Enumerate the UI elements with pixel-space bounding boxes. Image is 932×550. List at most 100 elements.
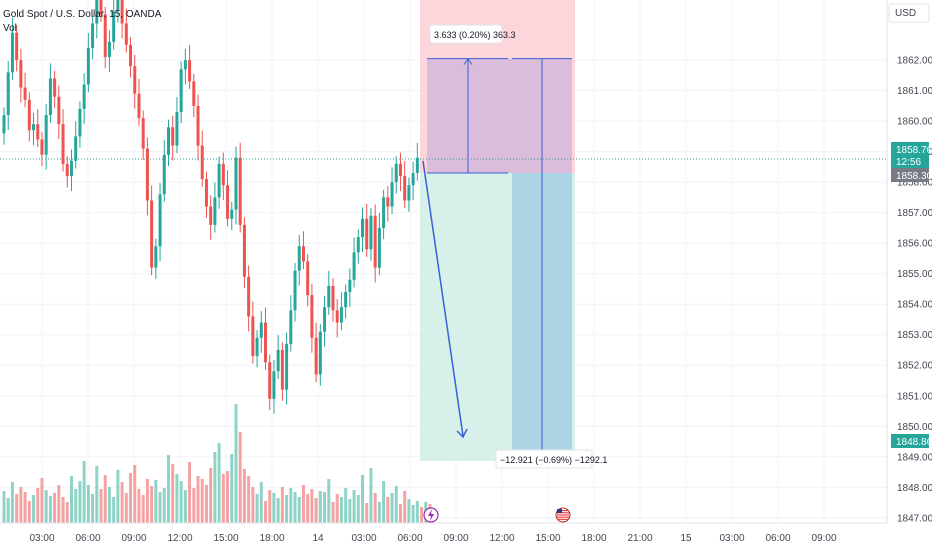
volume-bar [318,491,322,523]
candle [344,284,348,319]
us-flag-event-icon[interactable] [555,507,571,523]
volume-bar [141,495,145,523]
volume-bar [394,486,398,523]
projection-arrow [422,160,464,437]
volume-bar [57,485,61,523]
volume-bar [234,404,238,523]
time-axis[interactable]: 03:00 06:00 09:00 12:00 15:00 18:00 14 03:00 06:… [0,522,887,544]
candle [65,156,69,188]
currency-button[interactable]: USD [895,8,916,19]
volume-bar [352,490,356,523]
candle [306,253,310,307]
price-tick-label: 1852.000 [897,361,932,372]
price-tick-label: 1862.000 [897,56,932,67]
profit-label: 3.633 (0.20%) 363.3 [434,30,516,40]
price-tick-label: 1847.000 [897,513,932,524]
volume-bar [162,488,166,523]
candle [407,177,411,212]
volume-bar [53,493,57,523]
time-tick-label: 09:00 [811,533,836,544]
time-tick-label: 06:00 [75,533,100,544]
candle [335,299,339,338]
volume-bar [154,480,158,523]
time-tick-label: 09:00 [443,533,468,544]
candle [158,183,162,262]
measure-range-upper [427,58,572,173]
candle [69,149,73,192]
candle [390,167,394,215]
volume-bar [339,497,343,523]
candle [19,48,23,103]
candle [386,186,390,222]
event-markers[interactable] [423,507,571,523]
candle [327,270,331,315]
volume-bar [78,481,82,523]
lightning-event-icon[interactable] [423,507,439,523]
candle [112,0,116,50]
candle [272,360,276,414]
candle [297,234,301,286]
candle [192,73,196,118]
candle [154,238,158,279]
candle [137,78,141,126]
candle [129,37,133,78]
volume-bar [158,492,162,523]
volume-bar [65,502,69,523]
volume-bar [264,501,268,523]
volume-bar [382,481,386,523]
price-tick-label: 1851.000 [897,391,932,402]
volume-bar [411,505,415,523]
volume-bar [150,486,154,523]
volume-bar [293,492,297,523]
time-tick-label: 18:00 [259,533,284,544]
candle [268,354,272,411]
price-tick-label: 1858.000 [897,178,932,189]
candle [255,330,259,368]
candle [394,156,398,194]
candle [61,109,65,172]
time-tick-label: 12:00 [489,533,514,544]
candle [230,202,234,231]
candle [301,231,305,270]
entry-price-value: 1858.302 [896,171,932,182]
candle [188,45,192,90]
short-position-tool[interactable] [420,0,575,462]
volume-bar [365,503,369,523]
volume-bars [2,404,432,523]
candle [78,101,82,148]
candle [141,110,145,160]
candle [234,146,238,225]
candle [226,170,230,227]
candle [6,61,10,130]
volume-bar [171,464,175,523]
volume-bar [36,488,40,523]
volume-bar [217,443,221,523]
volume-bar [221,474,225,523]
candle [403,161,407,209]
candle [91,15,95,60]
volume-bar [19,487,23,523]
time-tick-label: 14 [312,533,324,544]
candle [145,137,149,216]
volume-bar [23,492,27,523]
price-tick-label: 1861.000 [897,86,932,97]
volume-bar [86,485,90,523]
volume-bar [407,499,411,523]
volume-bar [259,482,263,523]
candle [133,54,137,109]
candle [348,268,352,307]
candle [124,8,128,53]
volume-bar [301,485,305,523]
candle [382,189,386,240]
candle [23,72,27,108]
volume-bar [124,493,128,523]
price-tick-label: 1848.000 [897,483,932,494]
volume-bar [175,474,179,523]
candle [276,335,280,379]
time-tick-label: 03:00 [29,533,54,544]
volume-bar [289,488,293,523]
volume-bar [403,491,407,523]
volume-bar [44,490,48,523]
volume-bar [99,489,103,523]
